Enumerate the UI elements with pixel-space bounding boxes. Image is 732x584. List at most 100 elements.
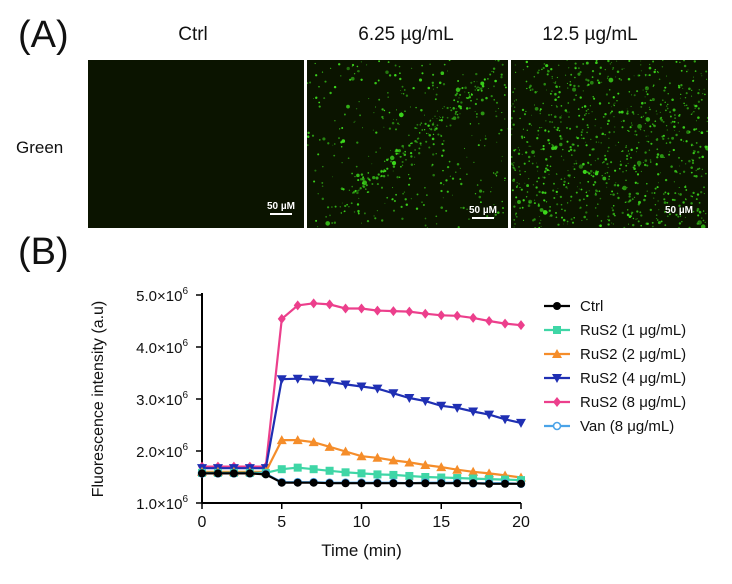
fluorescent-spot [633, 164, 636, 167]
fluorescent-spot [608, 219, 611, 222]
fluorescent-spot [657, 138, 659, 139]
fluorescent-spot [470, 100, 472, 102]
fluorescent-spot [487, 88, 489, 89]
fluorescent-spot [470, 81, 473, 84]
fluorescent-spot [531, 162, 534, 165]
fluorescent-spot [511, 156, 513, 158]
fluorescent-spot [604, 158, 608, 161]
fluorescent-spot [377, 173, 380, 176]
fluorescent-spot [376, 183, 379, 186]
fluorescent-spot [660, 118, 664, 122]
fluorescent-spot [685, 198, 687, 201]
fluorescent-spot [425, 140, 428, 143]
fluorescent-spot [528, 86, 531, 89]
fluorescent-spot [679, 97, 681, 99]
fluorescent-spot [623, 68, 625, 70]
data-point [277, 313, 286, 324]
fluorescent-spot [544, 129, 547, 131]
fluorescent-spot [644, 151, 647, 154]
fluorescent-spot [674, 117, 676, 119]
fluorescent-spot [703, 193, 705, 195]
fluorescent-spot [560, 137, 563, 140]
fluorescent-spot [548, 173, 550, 175]
fluorescent-spot [515, 71, 517, 73]
fluorescent-spot [582, 169, 587, 174]
fluorescent-spot [678, 187, 680, 188]
fluorescent-spot [566, 140, 569, 143]
fluorescent-spot [378, 60, 381, 63]
legend-swatch-marker [553, 326, 561, 334]
fluorescent-spot [511, 116, 513, 120]
fluorescent-spot [324, 80, 327, 83]
fluorescent-spot [622, 119, 625, 122]
fluorescent-spot [385, 158, 389, 162]
fluorescent-spot [474, 193, 477, 195]
fluorescent-spot [410, 155, 413, 158]
fluorescent-spot [350, 76, 355, 81]
fluorescent-spot [631, 124, 633, 126]
fluorescent-spot [573, 162, 576, 165]
fluorescent-spot [597, 203, 599, 206]
fluorescent-spot [659, 111, 661, 113]
data-point [388, 455, 399, 465]
fluorescent-spot [635, 133, 638, 136]
fluorescent-spot [598, 72, 602, 75]
fluorescent-spot [577, 67, 580, 70]
fluorescent-spot [583, 215, 586, 219]
fluorescent-spot [533, 155, 536, 157]
fluorescent-spot [395, 119, 398, 121]
fluorescent-spot [528, 145, 530, 147]
fluorescent-spot [607, 150, 609, 152]
fluorescent-spot [679, 61, 681, 64]
fluorescent-spot [371, 183, 374, 185]
fluorescent-spot [691, 161, 695, 165]
fluorescent-spot [566, 111, 568, 113]
fluorescent-spot [595, 170, 598, 173]
fluorescent-spot [566, 60, 568, 61]
scale-bar-line [270, 213, 292, 215]
fluorescent-spot [398, 153, 400, 155]
fluorescent-spot [498, 132, 501, 135]
fluorescent-spot [611, 110, 613, 113]
fluorescent-spot [366, 219, 370, 223]
fluorescent-spot [395, 128, 397, 131]
fluorescent-spot [428, 146, 431, 149]
fluorescent-spot [464, 91, 466, 93]
fluorescent-spot [637, 114, 639, 116]
fluorescent-spot [398, 123, 400, 125]
fluorescent-spot [536, 180, 538, 183]
fluorescent-spot [435, 93, 438, 96]
fluorescent-spot [392, 187, 394, 189]
fluorescent-spot [315, 96, 318, 100]
fluorescent-spot [570, 154, 573, 156]
fluorescent-spot [525, 196, 528, 198]
fluorescent-spot [534, 106, 539, 111]
fluorescent-spot [664, 178, 668, 182]
fluorescent-spot [706, 120, 708, 123]
fluorescent-spot [569, 176, 571, 178]
fluorescent-spot [341, 202, 343, 204]
fluorescent-spot [512, 123, 515, 126]
fluorescent-spot [577, 108, 580, 110]
fluorescent-spot [387, 61, 390, 64]
fluorescent-spot [543, 63, 546, 65]
fluorescent-spot [608, 77, 614, 83]
fluorescent-spot [609, 113, 611, 115]
fluorescent-spot [409, 151, 413, 155]
fluorescent-spot [526, 191, 529, 193]
fluorescent-spot [656, 218, 658, 220]
fluorescent-spot [621, 150, 624, 152]
fluorescent-spot [526, 87, 528, 90]
y-tick-label: 1.0×106 [136, 494, 188, 513]
fluorescent-spot [327, 206, 330, 209]
fluorescent-spot [449, 124, 452, 127]
fluorescent-spot [453, 99, 456, 102]
fluorescent-spot [424, 92, 426, 94]
fluorescent-spot [645, 91, 648, 93]
fluorescent-spot [418, 152, 421, 155]
fluorescent-spot [362, 184, 365, 188]
fluorescent-spot [478, 87, 481, 89]
x-tick-label: 0 [198, 514, 207, 531]
fluorescent-spot [695, 128, 698, 130]
fluorescent-spot [568, 116, 570, 118]
